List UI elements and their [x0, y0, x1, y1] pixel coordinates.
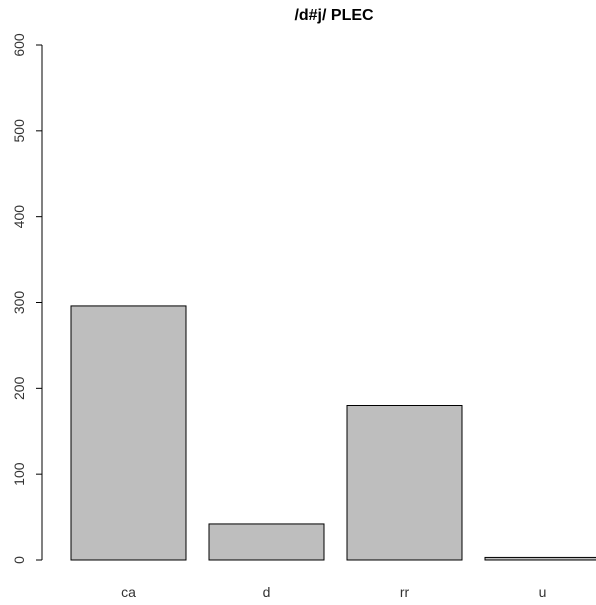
bar-rr — [346, 405, 463, 561]
y-tick-label: 100 — [11, 462, 27, 486]
y-axis: 0 100 200 300 400 500 600 — [11, 33, 43, 564]
y-tick-label: 300 — [11, 291, 27, 315]
y-tick-label: 0 — [11, 556, 27, 564]
y-tick-label: 600 — [11, 33, 27, 57]
x-tick-label-ca: ca — [121, 584, 136, 600]
x-axis-labels: ca d rr u — [121, 584, 546, 600]
bar-u — [484, 556, 596, 561]
bar-d — [208, 523, 325, 561]
bars — [70, 305, 596, 561]
y-tick-label: 500 — [11, 119, 27, 143]
y-tick-label: 200 — [11, 376, 27, 400]
x-tick-label-u: u — [539, 584, 547, 600]
x-tick-label-rr: rr — [400, 584, 410, 600]
chart-title: /d#j/ PLEC — [294, 7, 374, 24]
y-tick-label: 400 — [11, 205, 27, 229]
bar-ca — [70, 305, 187, 561]
x-tick-label-d: d — [263, 584, 271, 600]
